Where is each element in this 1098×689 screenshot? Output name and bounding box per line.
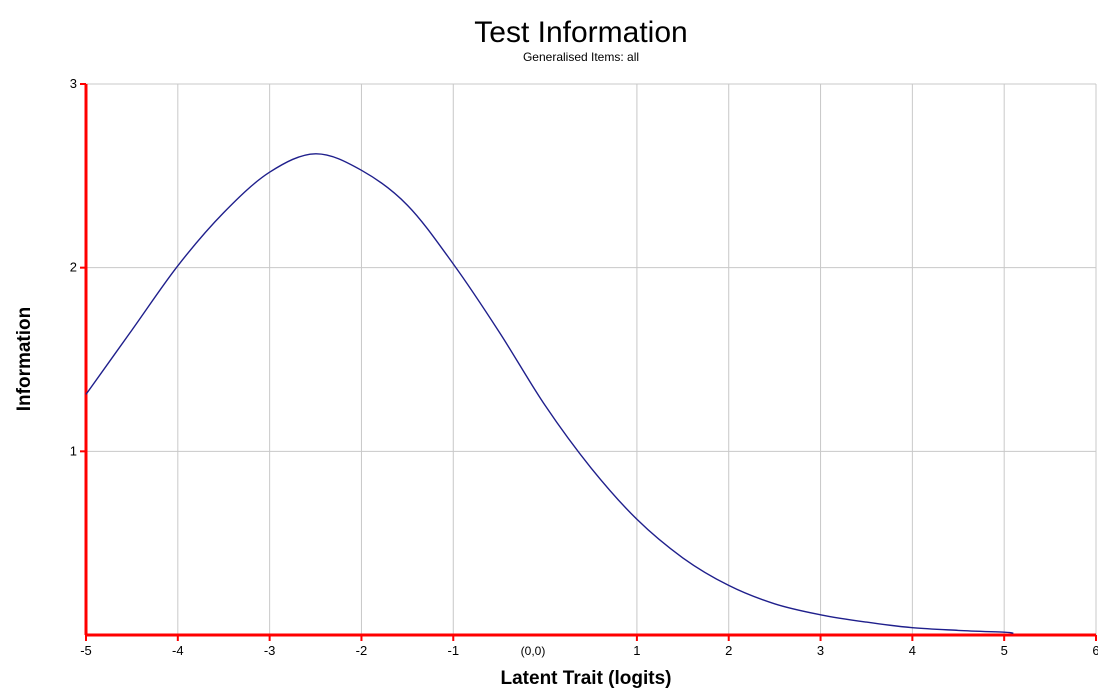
- y-tick-label: 1: [70, 443, 77, 458]
- y-tick-label: 2: [70, 260, 77, 275]
- x-axis-label: Latent Trait (logits): [501, 668, 672, 689]
- tick-labels: -5 -4 -3 -2 -1 1 2 3 4 5 6 1 2 3: [70, 76, 1098, 658]
- x-tick-label: -4: [172, 643, 184, 658]
- y-axis-label: Information: [14, 307, 35, 412]
- x-tick-label: 1: [633, 643, 640, 658]
- x-tick-label: 3: [817, 643, 824, 658]
- x-tick-label: -5: [80, 643, 92, 658]
- axes: [80, 83, 1097, 641]
- x-tick-label: 6: [1092, 643, 1098, 658]
- grid-lines: [86, 83, 1097, 635]
- x-tick-label: 4: [909, 643, 916, 658]
- x-tick-label: -3: [264, 643, 276, 658]
- x-tick-label: 5: [1001, 643, 1008, 658]
- x-tick-label: -2: [356, 643, 368, 658]
- series-layer: [85, 153, 1014, 634]
- chart-subtitle: Generalised Items: all: [523, 50, 639, 64]
- chart-title: Test Information: [474, 16, 687, 49]
- x-tick-label: -1: [447, 643, 459, 658]
- y-tick-label: 3: [70, 76, 77, 91]
- x-tick-label: 2: [725, 643, 732, 658]
- origin-label: (0,0): [521, 644, 546, 658]
- information-curve: [85, 153, 1014, 634]
